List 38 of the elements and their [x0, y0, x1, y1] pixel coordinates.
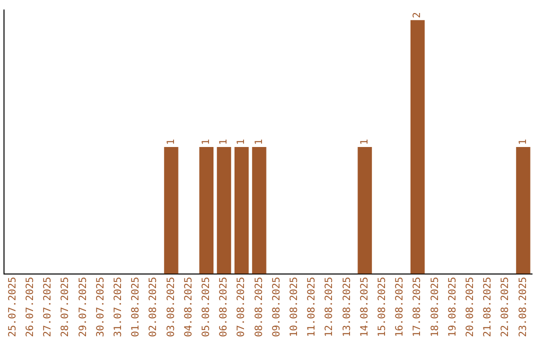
- x-tick-label: 23.08.2025: [518, 276, 529, 338]
- data-label: 1: [200, 138, 212, 145]
- data-label: 1: [518, 138, 529, 145]
- x-tick-label: 06.08.2025: [218, 276, 230, 338]
- x-tick-label: 30.07.2025: [95, 276, 106, 338]
- data-label: 1: [359, 138, 370, 145]
- x-tick-label: 19.08.2025: [447, 276, 458, 338]
- data-label: 1: [254, 138, 265, 145]
- x-tick-label: 10.08.2025: [288, 276, 300, 338]
- x-tick-label: 01.08.2025: [130, 276, 142, 338]
- data-label: 1: [218, 138, 230, 145]
- x-tick-label: 29.07.2025: [78, 276, 89, 338]
- x-tick-label: 17.08.2025: [412, 276, 424, 338]
- x-tick-label: 03.08.2025: [166, 276, 177, 338]
- x-tick-label: 31.07.2025: [112, 276, 124, 338]
- x-tick-label: 11.08.2025: [306, 276, 318, 338]
- x-tick-label: 28.07.2025: [60, 276, 72, 338]
- x-tick-label: 13.08.2025: [342, 276, 353, 338]
- x-tick-label: 16.08.2025: [394, 276, 406, 338]
- x-tick-label: 09.08.2025: [271, 276, 282, 338]
- x-tick-label: 20.08.2025: [464, 276, 476, 338]
- x-tick-label: 27.07.2025: [42, 276, 54, 338]
- data-label: 1: [236, 138, 248, 145]
- x-tick-label: 21.08.2025: [482, 276, 494, 338]
- x-tick-label: 08.08.2025: [254, 276, 265, 338]
- data-label: 1: [166, 138, 177, 145]
- x-tick-label: 15.08.2025: [376, 276, 388, 338]
- x-tick-label: 14.08.2025: [359, 276, 370, 338]
- x-tick-label: 05.08.2025: [200, 276, 212, 338]
- x-tick-label: 26.07.2025: [24, 276, 36, 338]
- x-tick-label: 04.08.2025: [183, 276, 194, 338]
- x-tick-label: 07.08.2025: [236, 276, 248, 338]
- x-tick-label: 25.07.2025: [7, 276, 18, 338]
- x-tick-label: 18.08.2025: [430, 276, 441, 338]
- x-tick-label: 02.08.2025: [148, 276, 160, 338]
- x-tick-label: 22.08.2025: [500, 276, 512, 338]
- data-label: 2: [412, 12, 424, 18]
- x-tick-label: 12.08.2025: [324, 276, 336, 338]
